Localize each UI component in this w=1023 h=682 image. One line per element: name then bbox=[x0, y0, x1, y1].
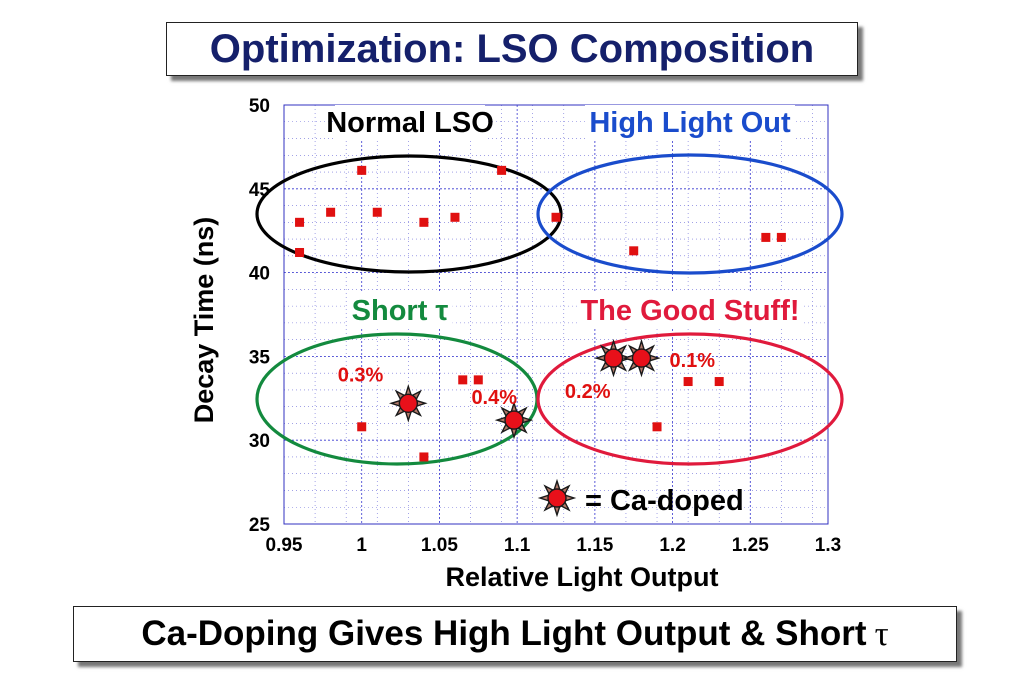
star-core bbox=[547, 488, 567, 508]
ca-doped-star bbox=[594, 338, 633, 378]
region-label-bg bbox=[585, 105, 795, 139]
data-point bbox=[473, 375, 483, 385]
data-point bbox=[458, 375, 468, 385]
x-tick-label: 1.05 bbox=[421, 535, 458, 556]
data-point bbox=[683, 377, 693, 387]
conclusion-text: Ca-Doping Gives High Light Output & Shor… bbox=[141, 614, 867, 653]
region-label-bg bbox=[335, 105, 485, 139]
plot-area: 0.95 1 1.05 1.1 1.15 1.2 1.25 1.3 25 30 35 40 45 50 Re… bbox=[189, 96, 844, 592]
y-tick-label: 25 bbox=[249, 515, 271, 536]
plot-frame bbox=[283, 104, 829, 525]
data-point bbox=[357, 165, 367, 175]
data-point bbox=[551, 212, 561, 222]
ca-doped-star bbox=[494, 400, 534, 440]
x-tick-label: 1.25 bbox=[732, 535, 769, 556]
region-ellipse bbox=[536, 332, 844, 466]
region-label: Short τ bbox=[352, 295, 449, 327]
star-core bbox=[398, 393, 419, 414]
x-tick-label: 1.15 bbox=[576, 535, 613, 556]
data-point bbox=[497, 165, 507, 175]
data-point bbox=[629, 246, 639, 256]
region-label-bg bbox=[347, 293, 453, 327]
data-point bbox=[295, 247, 305, 257]
data-point bbox=[326, 207, 336, 217]
x-tick-label: 1.3 bbox=[815, 535, 841, 556]
data-point bbox=[714, 377, 724, 387]
data-point bbox=[652, 422, 662, 432]
region-ellipse bbox=[255, 154, 563, 274]
conclusion-box: Ca-Doping Gives High Light Output & Shor… bbox=[73, 606, 957, 662]
star-core bbox=[603, 348, 624, 368]
x-tick-label: 0.95 bbox=[266, 535, 303, 556]
y-tick-label: 40 bbox=[249, 264, 270, 285]
x-tick-label: 1.1 bbox=[504, 535, 531, 556]
data-point bbox=[372, 207, 382, 217]
star-core bbox=[631, 348, 652, 368]
data-point bbox=[450, 212, 460, 222]
y-axis-label: Decay Time (ns) bbox=[189, 217, 219, 424]
x-tick-label: 1 bbox=[356, 535, 367, 556]
x-axis-label: Relative Light Output bbox=[446, 562, 719, 592]
legend-star-icon bbox=[537, 478, 577, 518]
ca-doped-star bbox=[388, 383, 428, 423]
tau-symbol: τ bbox=[874, 614, 889, 653]
doping-label: 0.2% bbox=[565, 381, 611, 403]
doping-label: 0.4% bbox=[471, 387, 517, 409]
doping-label: 0.3% bbox=[338, 364, 384, 386]
x-tick-label: 1.2 bbox=[659, 535, 685, 556]
region-label-bg bbox=[577, 293, 803, 327]
legend-label: = Ca-doped bbox=[585, 485, 744, 517]
data-point bbox=[419, 452, 429, 462]
region-ellipse bbox=[536, 153, 844, 275]
y-tick-label: 35 bbox=[249, 347, 271, 368]
page-title-text: Optimization: LSO Composition bbox=[209, 26, 815, 71]
region-label: High Light Out bbox=[589, 107, 791, 139]
data-point bbox=[776, 232, 786, 242]
y-tick-label: 45 bbox=[249, 180, 271, 201]
region-label: Normal LSO bbox=[326, 107, 494, 139]
y-tick-label: 30 bbox=[249, 431, 270, 452]
data-point bbox=[761, 232, 771, 242]
data-point bbox=[419, 217, 429, 227]
y-tick-label: 50 bbox=[249, 96, 270, 117]
doping-label: 0.1% bbox=[669, 350, 715, 372]
star-core bbox=[504, 410, 524, 430]
data-point bbox=[295, 217, 305, 227]
region-label: The Good Stuff! bbox=[580, 295, 799, 327]
page-title: Optimization: LSO Composition bbox=[166, 22, 858, 76]
ca-doped-star bbox=[622, 338, 661, 378]
data-point bbox=[357, 422, 367, 432]
